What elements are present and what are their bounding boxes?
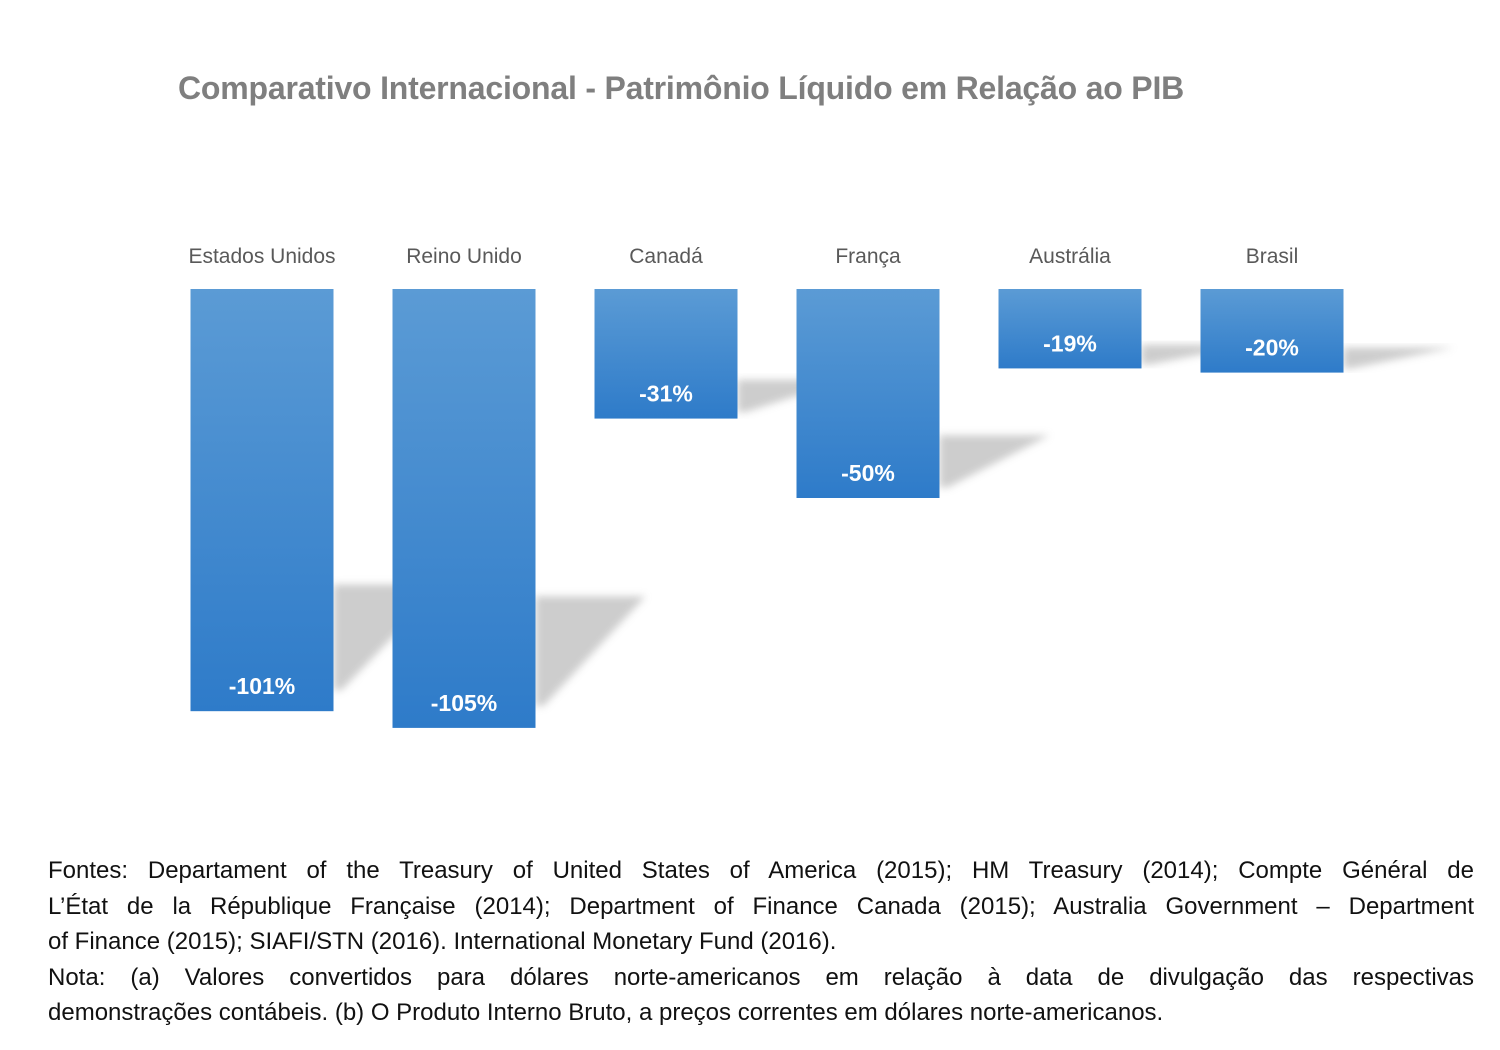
bar-brasil [1200,289,1344,373]
category-label: Brasil [1246,245,1299,268]
data-label: -105% [431,690,497,716]
sources-note: Fontes: Departament of the Treasury of U… [48,853,1474,1031]
data-label: -31% [639,381,693,407]
bar-shadow [1343,347,1454,369]
bar-chart: Estados Unidos -101% Reino Unido -105% Canad… [188,245,1454,728]
note-line: demonstrações contábeis. (b) O Produto I… [48,999,1164,1026]
category-label: Canadá [629,245,703,268]
sources-line: Fontes: Departament of the Treasury of U… [48,857,1474,884]
bar-shadow [939,435,1050,488]
category-label: França [835,245,901,268]
data-label: -19% [1043,330,1097,356]
bar-shadow [535,596,646,706]
data-label: -20% [1245,335,1299,361]
bar-estados-unidos [190,289,334,712]
bar-canadá [594,289,738,419]
bar-austrália [998,289,1142,369]
sources-line: of Finance (2015); SIAFI/STN (2016). Int… [48,928,837,955]
category-label: Austrália [1029,245,1111,268]
sources-line: L’État de la République Française (2014)… [48,892,1474,920]
data-label: -50% [841,460,895,486]
data-label: -101% [229,673,295,699]
bar-frança [796,289,940,498]
note-line: Nota: (a) Valores convertidos para dólar… [48,963,1474,991]
category-label: Reino Unido [406,245,522,268]
chart-title: Comparativo Internacional - Patrimônio L… [178,70,1185,106]
bar-reino-unido [392,289,536,728]
category-label: Estados Unidos [188,245,335,268]
